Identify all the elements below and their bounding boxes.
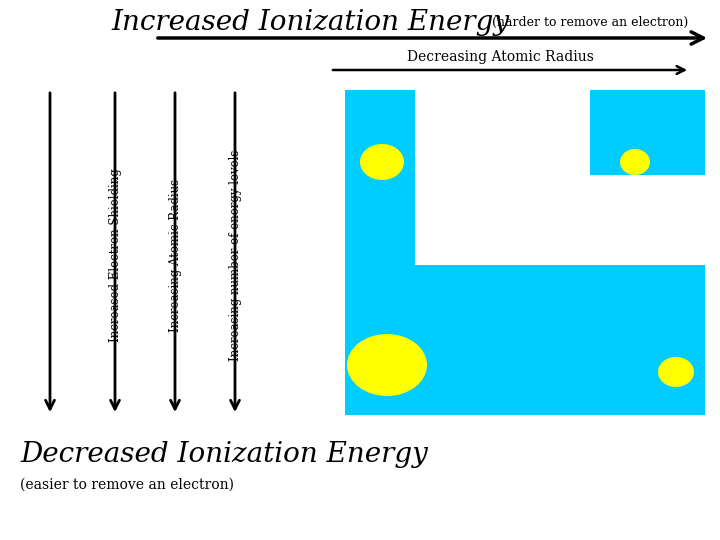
Polygon shape [590, 90, 705, 175]
Ellipse shape [620, 149, 650, 175]
Ellipse shape [347, 334, 427, 396]
Text: Decreased Ionization Energy: Decreased Ionization Energy [20, 442, 428, 469]
Text: Increased Ionization Energy: Increased Ionization Energy [111, 9, 509, 36]
Text: Decreasing Atomic Radius: Decreasing Atomic Radius [407, 50, 593, 64]
Text: (easier to remove an electron): (easier to remove an electron) [20, 478, 234, 492]
Text: Increasing Atomic Radius: Increasing Atomic Radius [168, 178, 181, 332]
Text: (harder to remove an electron): (harder to remove an electron) [492, 16, 688, 29]
Ellipse shape [360, 144, 404, 180]
Polygon shape [345, 265, 705, 415]
Text: Increasing number of energy levels: Increasing number of energy levels [228, 150, 241, 361]
Text: Increased Electron Shielding: Increased Electron Shielding [109, 168, 122, 342]
Polygon shape [345, 90, 415, 265]
Polygon shape [345, 90, 415, 175]
Ellipse shape [658, 357, 694, 387]
